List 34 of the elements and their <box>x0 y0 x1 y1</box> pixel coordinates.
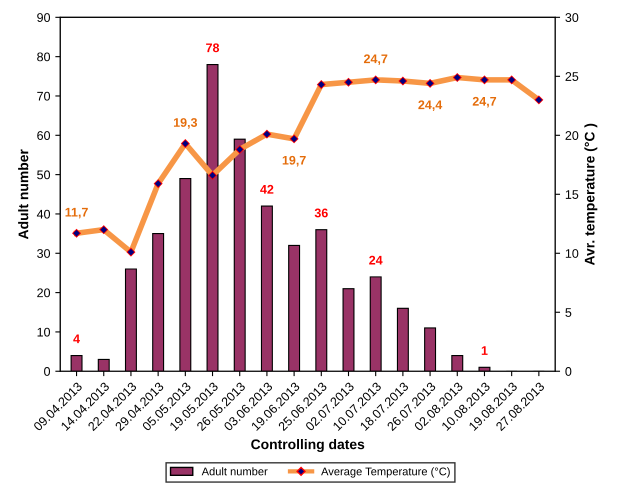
data-label: 24,7 <box>472 96 496 108</box>
data-label: 24,4 <box>418 100 442 112</box>
y2-tick-label: 30 <box>565 13 578 22</box>
y-axis-title: Adult number <box>18 149 28 240</box>
data-label: 42 <box>260 184 274 194</box>
data-label: 1 <box>482 346 488 355</box>
data-label: 19,3 <box>174 118 198 129</box>
y2-tick-label: 25 <box>566 72 578 81</box>
y2-axis-title: Avr. temperature (°C ) <box>584 124 598 266</box>
legend-label: Adult number <box>202 467 268 476</box>
y-tick-label: 20 <box>37 288 50 298</box>
data-label: 78 <box>206 43 220 52</box>
y-tick-label: 90 <box>37 13 50 22</box>
data-label: 24 <box>369 256 383 264</box>
y2-tick-label: 20 <box>566 131 578 140</box>
y2-tick-label: 10 <box>566 249 578 258</box>
y-tick-label: 30 <box>37 249 50 258</box>
y-tick-label: 50 <box>37 170 50 180</box>
y2-tick-label: 15 <box>566 190 578 199</box>
y-tick-label: 40 <box>36 210 50 219</box>
data-label: 4 <box>73 334 80 344</box>
legend-label: Average Temperature (°C) <box>321 467 450 478</box>
y-tick-label: 80 <box>37 52 50 62</box>
data-label: 36 <box>314 208 328 218</box>
y-tick-label: 10 <box>38 328 50 337</box>
y-tick-label: 0 <box>44 367 50 376</box>
x-axis-title: Controlling dates <box>251 439 364 452</box>
y2-tick-label: 0 <box>565 367 572 376</box>
data-label: 24,7 <box>364 54 388 66</box>
y-tick-label: 70 <box>37 92 50 101</box>
data-label: 19,7 <box>282 156 306 166</box>
y2-tick-label: 5 <box>565 308 572 317</box>
y-tick-label: 60 <box>37 131 50 140</box>
data-label: 11,7 <box>66 208 88 218</box>
